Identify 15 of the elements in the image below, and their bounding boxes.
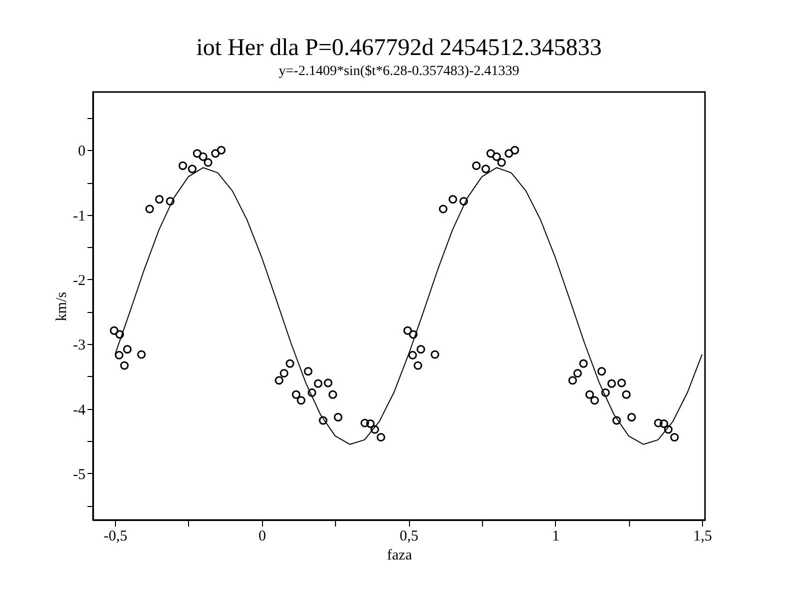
x-tick-label: 0 — [258, 528, 266, 544]
y-tick-label: -5 — [73, 466, 86, 483]
y-tick-label: -3 — [73, 338, 86, 354]
x-tick-label: -0,5 — [104, 528, 128, 544]
x-tick-label: 1 — [552, 528, 560, 544]
y-tick-label: -2 — [73, 272, 86, 289]
y-axis-title: km/s — [54, 292, 70, 322]
chart-subtitle: y=-2.1409*sin($t*6.28-0.357483)-2.41339 — [278, 64, 520, 79]
x-tick-label: 1,5 — [693, 528, 712, 544]
y-tick-label: 0 — [78, 144, 86, 160]
y-tick-label: -1 — [73, 208, 86, 224]
y-tick-label: -4 — [73, 402, 86, 418]
x-tick-label: 0,5 — [400, 528, 418, 544]
x-axis-title: faza — [387, 548, 412, 564]
chart-title: iot Her dla P=0.467792d 2454512.345833 — [196, 35, 602, 61]
